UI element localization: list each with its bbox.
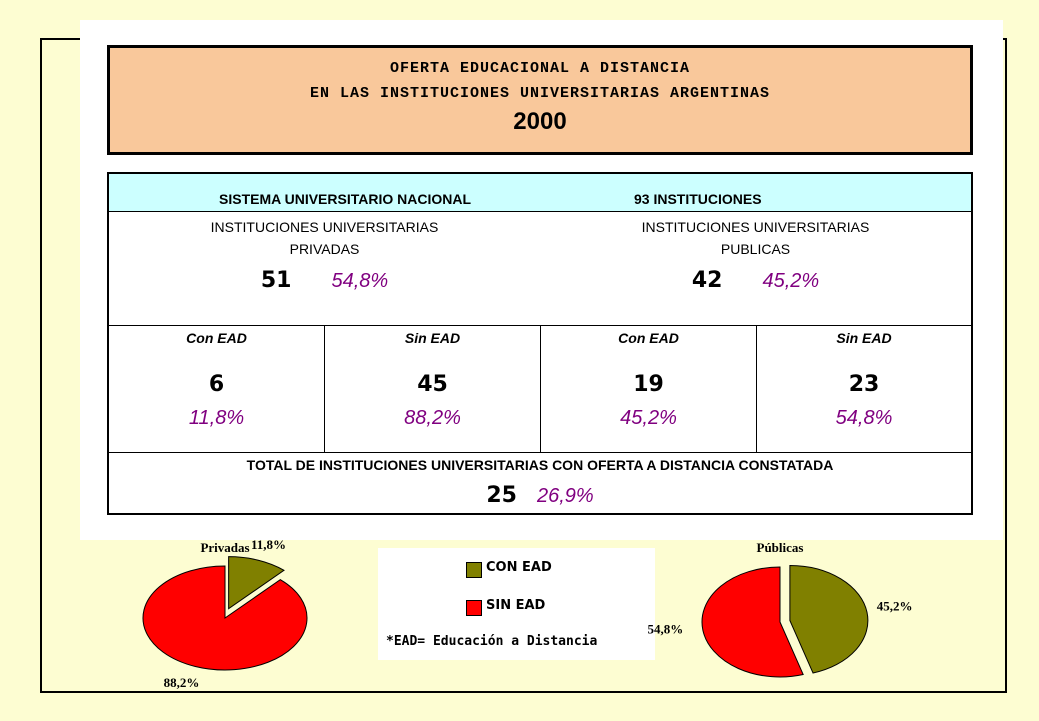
sub-pct: 54,8% (835, 407, 893, 429)
total-count: 25 (486, 483, 517, 508)
pie-slice (701, 566, 804, 678)
group-label: INSTITUCIONES UNIVERSITARIAS PUBLICAS (641, 219, 870, 257)
sub-cell: Sin EAD 23 54,8% (757, 326, 971, 452)
total-label: TOTAL DE INSTITUCIONES UNIVERSITARIAS CO… (246, 457, 834, 473)
title-line: EN LAS INSTITUCIONES UNIVERSITARIAS ARGE… (309, 85, 771, 102)
total-pct: 26,9% (536, 485, 594, 507)
legend-swatch (466, 600, 482, 616)
group-cell: INSTITUCIONES UNIVERSITARIAS PUBLICAS 42… (540, 212, 971, 326)
table: SISTEMA UNIVERSITARIO NACIONAL 93 INSTIT… (107, 172, 973, 515)
sub-label: Sin EAD (836, 330, 892, 346)
title-line: OFERTA EDUCACIONAL A DISTANCIA (389, 60, 691, 77)
pie-slice (228, 556, 285, 610)
sub-count: 23 (848, 372, 880, 397)
sub-cell: Sin EAD 45 88,2% (325, 326, 541, 452)
sub-pct: 88,2% (404, 407, 461, 429)
sub-label: Sin EAD (404, 330, 461, 346)
group-count: 51 (260, 268, 292, 293)
legend: CON EAD SIN EAD *EAD= Educación a Distan… (378, 548, 655, 660)
legend-label: SIN EAD (486, 598, 546, 613)
sub-label: Con EAD (186, 330, 247, 346)
head-right: 93 INSTITUCIONES (634, 191, 762, 207)
sub-count: 19 (633, 372, 664, 397)
sub-count: 45 (417, 372, 448, 397)
sub-count: 6 (208, 372, 225, 397)
pie-label: 11,8% (251, 537, 286, 552)
pie-label: 88,2% (164, 675, 200, 690)
group-pct: 54,8% (331, 270, 389, 292)
head-left: SISTEMA UNIVERSITARIO NACIONAL (219, 191, 472, 207)
total-cell: TOTAL DE INSTITUCIONES UNIVERSITARIAS CO… (109, 452, 971, 513)
group-count: 42 (691, 268, 723, 293)
title-box: OFERTA EDUCACIONAL A DISTANCIA EN LAS IN… (107, 45, 973, 155)
group-pct: 45,2% (762, 270, 820, 292)
legend-label: CON EAD (486, 560, 552, 575)
legend-swatch (466, 562, 482, 578)
sub-cell: Con EAD 19 45,2% (541, 326, 757, 452)
pie-title: Privadas (200, 540, 249, 555)
pie-title: Públicas (757, 540, 804, 555)
sub-cell: Con EAD 6 11,8% (109, 326, 325, 452)
group-label: INSTITUCIONES UNIVERSITARIAS PRIVADAS (210, 219, 439, 257)
sub-pct: 45,2% (620, 407, 677, 429)
pie-slice (142, 565, 308, 671)
pie-label: 45,2% (877, 598, 913, 613)
year: 2000 (513, 108, 567, 135)
legend-note: *EAD= Educación a Distancia (386, 634, 598, 649)
pie-slice (789, 564, 869, 674)
pie-label: 54,8% (647, 622, 683, 637)
sub-pct: 11,8% (188, 407, 245, 429)
group-cell: INSTITUCIONES UNIVERSITARIAS PRIVADAS 51… (109, 212, 541, 326)
table-head: SISTEMA UNIVERSITARIO NACIONAL 93 INSTIT… (109, 174, 971, 212)
sub-label: Con EAD (618, 330, 679, 346)
